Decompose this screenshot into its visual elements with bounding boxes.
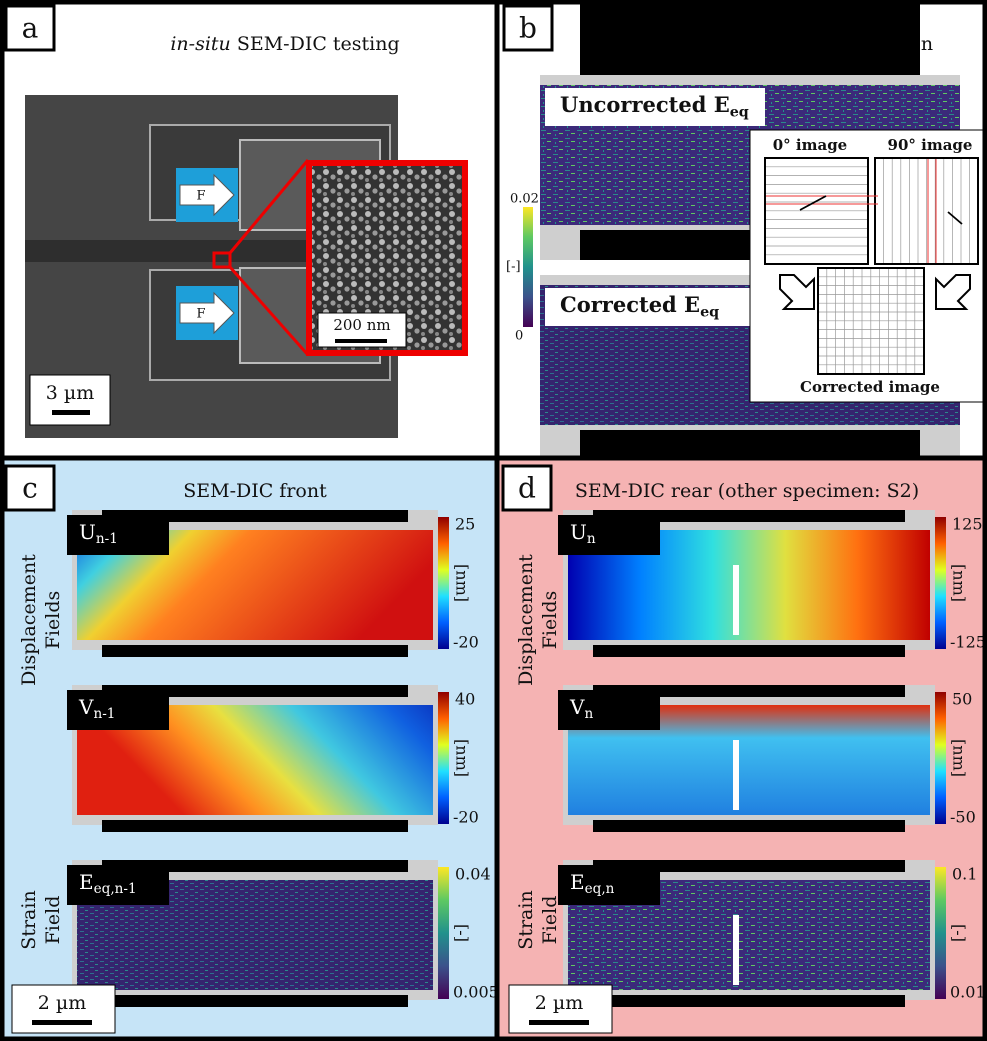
specimen-slot — [102, 645, 408, 657]
schematic-label: 0° image — [773, 136, 847, 154]
schematic-label: 90° image — [888, 136, 973, 154]
panel-title: in-situ SEM-DIC testing — [170, 33, 399, 55]
crack — [733, 565, 739, 635]
colorbar — [523, 207, 533, 327]
inset-scale-label: 200 nm — [333, 316, 390, 334]
specimen-slot — [593, 820, 905, 832]
colorbar-unit: [nm] — [453, 564, 472, 602]
row-label: Displacement — [18, 554, 40, 686]
map-label-main: V — [78, 695, 94, 719]
panel-letter: c — [22, 472, 38, 505]
panel-title-rest: SEM-DIC testing — [231, 33, 400, 55]
map-label-sub: n-1 — [93, 706, 115, 722]
panel-title-italic: in-situ — [170, 33, 230, 55]
map-label-sub: n-1 — [96, 531, 118, 547]
scale-bar — [529, 1020, 589, 1025]
map-label-main: Corrected E — [560, 292, 700, 317]
colorbar-max: 50 — [952, 690, 972, 709]
colorbar-max: 0.04 — [455, 865, 491, 884]
crack — [733, 915, 739, 985]
colorbar — [438, 517, 449, 649]
specimen-slot — [102, 995, 408, 1007]
schematic-label: Corrected image — [800, 378, 940, 396]
colorbar — [438, 692, 449, 824]
inset-scale-bar — [335, 339, 387, 343]
map-label-main: U — [79, 520, 96, 544]
row-label: Fields — [42, 591, 64, 650]
colorbar-min: -50 — [950, 808, 976, 827]
specimen-slot — [593, 995, 905, 1007]
map-label-main: V — [569, 695, 585, 719]
colorbar-min: 0 — [515, 329, 523, 344]
colorbar — [935, 867, 946, 999]
colorbar-unit: [nm] — [950, 564, 969, 602]
panel-letter: d — [518, 472, 536, 505]
colorbar-max: 40 — [455, 690, 475, 709]
colorbar-max: 125 — [952, 515, 983, 534]
colorbar-unit: [-] — [506, 260, 521, 275]
row-label: Strain — [515, 890, 537, 949]
map-label-sub: eq,n — [585, 881, 615, 897]
colorbar-unit: [nm] — [950, 739, 969, 777]
colorbar-min: -20 — [453, 633, 479, 652]
crack — [733, 740, 739, 810]
map-label-main: E — [570, 870, 585, 894]
scale-label: 2 µm — [38, 992, 87, 1014]
colorbar-min: -125 — [950, 633, 986, 652]
panel-title: SEM-DIC front — [183, 480, 327, 502]
panel-letter: b — [519, 12, 537, 45]
specimen-slot — [102, 820, 408, 832]
panel-title: SEM-DIC rear (other specimen: S2) — [575, 480, 919, 502]
colorbar-unit: [-] — [950, 924, 969, 942]
row-label: Fields — [539, 591, 561, 650]
colorbar-unit: [nm] — [453, 739, 472, 777]
scale-bar — [32, 1020, 92, 1025]
scale-bar — [52, 410, 90, 415]
map-label-main: E — [79, 870, 94, 894]
colorbar-max: 0.02 — [510, 192, 539, 207]
force-label: F — [196, 189, 205, 204]
map-label-sub: n — [587, 531, 596, 547]
scale-label: 3 µm — [46, 382, 95, 404]
map-label-sub: eq,n-1 — [94, 881, 137, 897]
colorbar — [438, 867, 449, 999]
map-label-sub: eq — [730, 104, 749, 120]
force-label: F — [196, 307, 205, 322]
specimen-slot — [593, 645, 905, 657]
row-label: Field — [539, 896, 561, 945]
map-label-main: U — [570, 520, 587, 544]
colorbar — [935, 517, 946, 649]
figure: FF200 nm3 µmin-situ SEM-DIC testingaSEM … — [0, 0, 987, 1041]
row-label: Field — [42, 896, 64, 945]
map-label-sub: eq — [700, 304, 719, 320]
colorbar-max: 25 — [455, 515, 475, 534]
map-label: Uncorrected Eeq — [560, 92, 749, 121]
map-label: Corrected Eeq — [560, 292, 719, 321]
colorbar-min: -20 — [453, 808, 479, 827]
map-label-main: Uncorrected E — [560, 92, 730, 117]
scale-label: 2 µm — [535, 992, 584, 1014]
colorbar-min: 0.01 — [950, 983, 986, 1002]
row-label: Displacement — [515, 554, 537, 686]
colorbar-max: 0.1 — [952, 865, 977, 884]
colorbar-min: 0.005 — [453, 983, 499, 1002]
row-label: Strain — [18, 890, 40, 949]
colorbar — [935, 692, 946, 824]
map-label-sub: n — [584, 706, 593, 722]
specimen-slot — [580, 0, 920, 75]
colorbar-unit: [-] — [453, 924, 472, 942]
panel-letter: a — [22, 12, 39, 45]
